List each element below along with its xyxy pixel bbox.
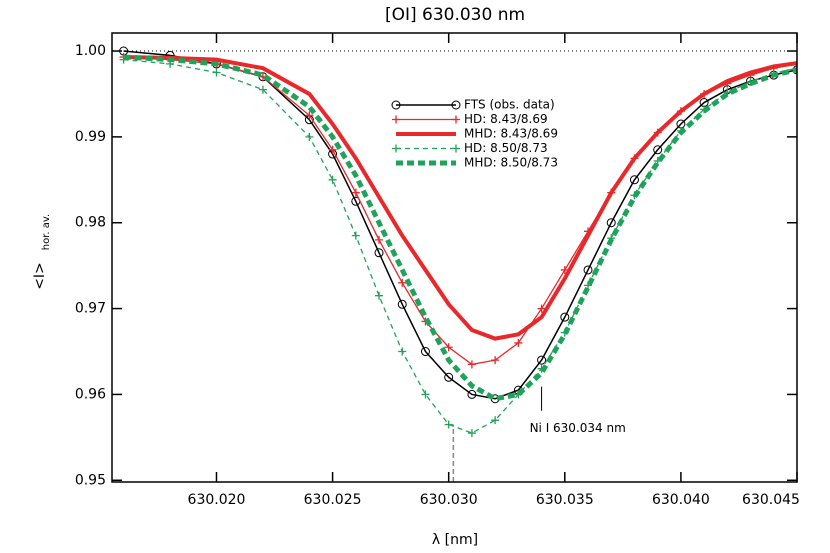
series-line [123, 58, 797, 434]
marker [351, 188, 360, 197]
y-axis-label: <I> hor. av. [32, 214, 52, 290]
legend-marker [392, 144, 400, 153]
legend-label: FTS (obs. data) [464, 98, 555, 112]
marker [444, 372, 454, 382]
marker [351, 231, 360, 240]
marker [653, 145, 663, 155]
x-tick-label: 630.030 [420, 492, 478, 508]
series [123, 54, 797, 402]
marker [467, 360, 476, 369]
y-axis-label-main: <I> [32, 262, 48, 290]
x-tick-label: 630.045 [742, 492, 800, 508]
chart-title: [OI] 630.030 nm [385, 5, 525, 25]
y-tick-label: 0.96 [75, 386, 106, 402]
marker [514, 338, 523, 347]
marker [398, 347, 407, 356]
x-axis-label: λ [nm] [432, 532, 478, 548]
legend-label: HD: 8.43/8.69 [464, 112, 548, 126]
marker [328, 175, 337, 184]
x-tick-label: 630.025 [304, 492, 362, 508]
legend-marker [452, 144, 460, 153]
marker [374, 248, 384, 258]
marker [444, 420, 453, 429]
y-axis-label-sub: hor. av. [41, 214, 52, 250]
y-tick-label: 1.00 [75, 43, 106, 59]
marker [537, 355, 547, 365]
marker [397, 299, 407, 309]
x-tick-label: 630.020 [188, 492, 246, 508]
marker [212, 68, 221, 77]
marker [258, 85, 267, 94]
series [119, 46, 797, 404]
series [123, 55, 797, 341]
legend-marker [452, 115, 460, 124]
marker [467, 389, 477, 399]
marker [328, 145, 337, 154]
plot-frame [111, 32, 798, 483]
legend-marker [392, 115, 400, 124]
y-tick-label: 0.97 [75, 301, 106, 317]
series-line [123, 50, 797, 400]
marker [491, 416, 500, 425]
legend-label: MHD: 8.50/8.73 [464, 156, 558, 170]
series-line [123, 54, 797, 402]
legend-marker [391, 100, 401, 110]
series-line [123, 55, 797, 341]
marker [606, 218, 616, 228]
marker [491, 356, 500, 365]
marker [560, 312, 570, 322]
x-tick-label: 630.035 [536, 492, 594, 508]
y-tick-label: 0.95 [75, 472, 106, 488]
y-tick-label: 0.98 [75, 215, 106, 231]
legend-label: MHD: 8.43/8.69 [464, 127, 558, 141]
marker [444, 343, 453, 352]
marker [653, 156, 662, 165]
marker [537, 304, 546, 313]
x-tick-label: 630.040 [652, 492, 710, 508]
marker [421, 390, 430, 399]
marker [398, 278, 407, 287]
marker [629, 175, 639, 185]
marker [305, 111, 314, 120]
marker [375, 235, 384, 244]
marker [420, 347, 430, 357]
y-tick-label: 0.99 [75, 129, 106, 145]
legend-marker [451, 100, 461, 110]
legend-label: HD: 8.50/8.73 [464, 141, 548, 155]
annotation: Ni I 630.034 nm [530, 421, 626, 435]
marker [305, 132, 314, 141]
marker [467, 429, 476, 438]
marker [583, 265, 593, 275]
marker [375, 291, 384, 300]
